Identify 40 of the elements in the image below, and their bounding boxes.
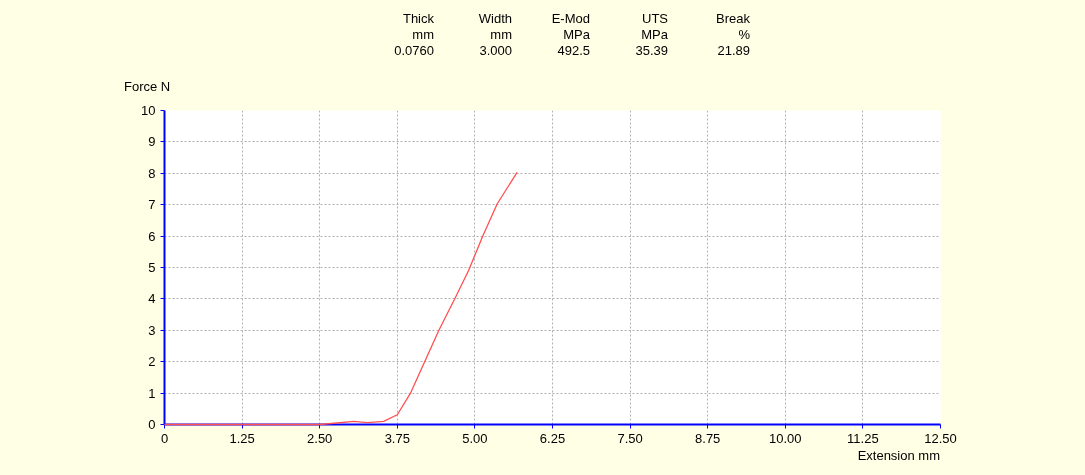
text: mm: [490, 26, 512, 44]
y-tick-label: 5: [148, 260, 156, 275]
x-tick-label: 8.75: [695, 430, 721, 446]
y-tick-label: 1: [148, 385, 156, 401]
y-tick-label: 10: [141, 103, 156, 118]
x-tick-label: 5.00: [462, 430, 488, 446]
line-series: [163, 171, 518, 426]
y-tick-label: 9: [148, 134, 156, 150]
text: MPa: [641, 26, 668, 44]
y-tick-label: 0: [148, 417, 156, 432]
y-tick-label: 4: [148, 291, 156, 307]
y-tick-label: 6: [148, 228, 156, 244]
x-axis-title: Extension mm: [857, 447, 940, 465]
text: 3.000: [479, 42, 512, 60]
text: Thick: [402, 10, 434, 28]
y-tick-label: 8: [148, 165, 156, 181]
x-tick-label: 1.25: [229, 430, 255, 446]
text: Break: [716, 10, 750, 28]
text: MPa: [563, 26, 590, 44]
text: UTS: [642, 10, 668, 28]
text: E-Mod: [551, 10, 590, 28]
x-tick-label: 2.50: [307, 430, 333, 446]
y-tick-label: 2: [148, 354, 156, 370]
text: %: [738, 26, 750, 44]
text: Width: [478, 10, 512, 28]
x-tick-label: 11.25: [847, 430, 879, 446]
x-tick-label: 0: [160, 430, 169, 446]
x-tick-label: 7.50: [617, 430, 643, 446]
text: 0.0760: [394, 42, 434, 60]
x-tick-label: 10.00: [769, 430, 802, 446]
x-tick-label: 3.75: [384, 430, 410, 446]
text: 35.39: [635, 42, 668, 60]
text: 21.89: [717, 42, 750, 60]
text: 492.5: [557, 42, 590, 60]
x-tick-label: 12.50: [924, 430, 957, 446]
y-tick-label: 3: [148, 322, 156, 338]
x-tick-label: 6.25: [539, 430, 566, 446]
y-axis-title: Force N: [124, 78, 171, 96]
y-tick-label: 7: [148, 197, 156, 213]
text: mm: [412, 26, 434, 44]
